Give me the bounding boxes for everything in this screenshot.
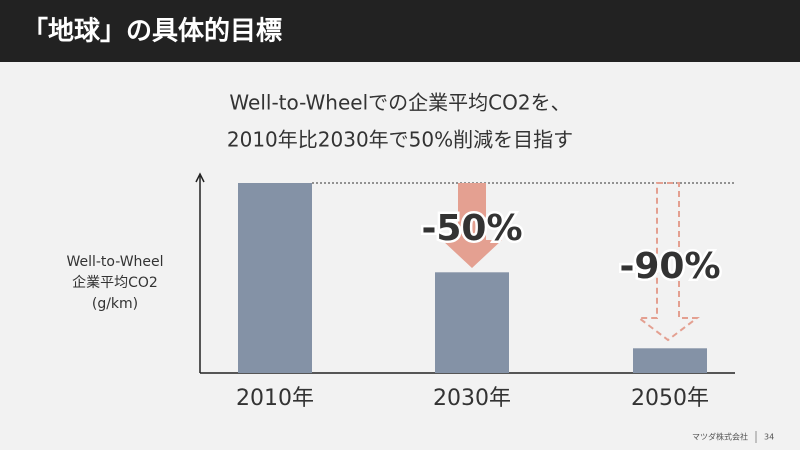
y-axis-label: Well-to-Wheel: [66, 254, 163, 270]
annotation: -50%: [421, 208, 522, 249]
bar: [633, 348, 707, 373]
bar: [238, 183, 312, 373]
annotation: -90%: [619, 246, 720, 287]
x-tick-label: 2030年: [433, 386, 511, 411]
x-tick-label: 2050年: [631, 386, 709, 411]
subtitle: 2010年比2030年で50%削減を目指す: [227, 128, 573, 152]
page-number: 34: [764, 433, 774, 442]
reduction-arrow: [442, 183, 502, 268]
bar: [435, 272, 509, 373]
slide-title: 「地球」の具体的目標: [22, 16, 282, 47]
x-tick-label: 2010年: [236, 386, 314, 411]
y-axis-label: (g/km): [92, 296, 138, 312]
footer: マツダ株式会社: [692, 432, 748, 442]
y-axis-arrow: [195, 172, 205, 183]
header-band: [0, 0, 800, 62]
y-axis-label: 企業平均CO2: [72, 274, 158, 291]
reduction-arrow-dashed: [636, 182, 700, 342]
subtitle: Well-to-Wheelでの企業平均CO2を、: [229, 91, 570, 115]
